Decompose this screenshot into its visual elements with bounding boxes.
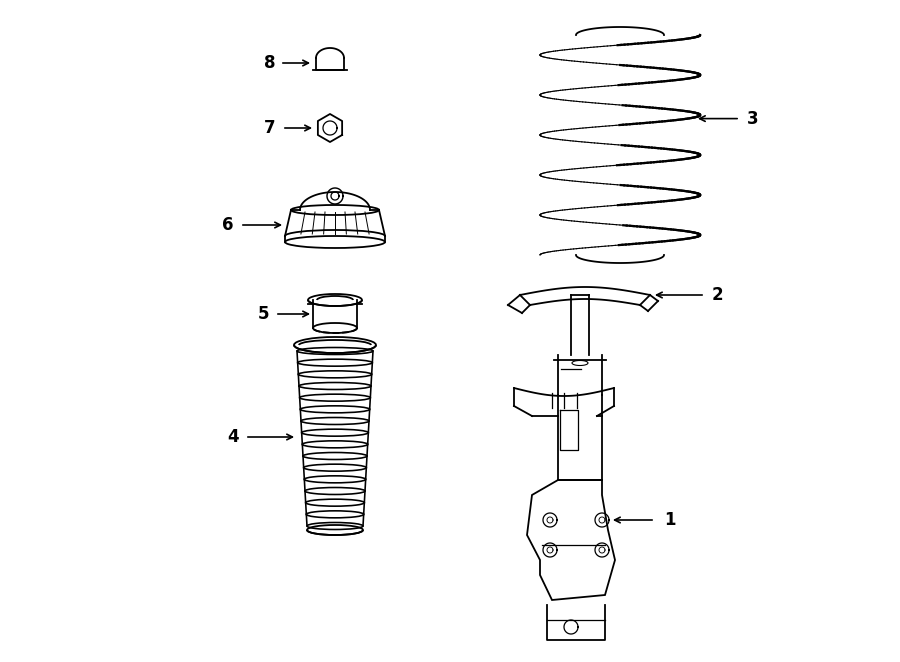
Text: 8: 8 xyxy=(265,54,275,72)
Text: 4: 4 xyxy=(227,428,239,446)
Text: 5: 5 xyxy=(257,305,269,323)
Text: 7: 7 xyxy=(265,119,275,137)
Text: 1: 1 xyxy=(664,511,676,529)
Text: 6: 6 xyxy=(222,216,234,234)
Text: 2: 2 xyxy=(711,286,723,304)
Text: 3: 3 xyxy=(747,110,759,128)
